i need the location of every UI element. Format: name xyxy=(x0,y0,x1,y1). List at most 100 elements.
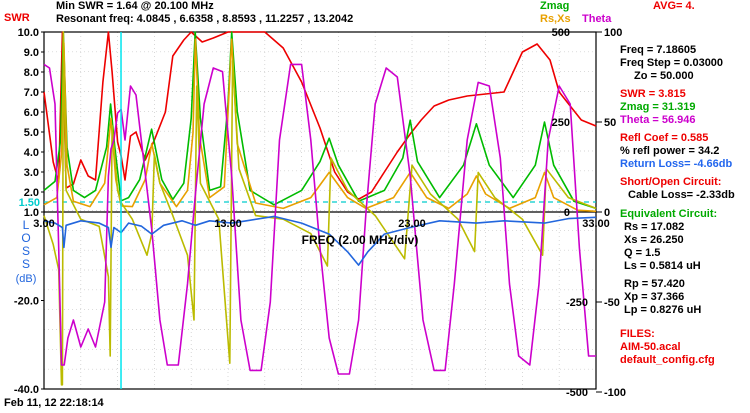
zmag-tick-label: 500 xyxy=(552,27,570,39)
ls-value: 0.5814 uH xyxy=(649,260,701,272)
xs-key: Xs = xyxy=(624,234,647,246)
timestamp: Feb 11, 12 22:18:14 xyxy=(4,397,104,409)
x-axis-label: FREQ (2.00 MHz/div) xyxy=(302,233,419,247)
rs-key: Rs = xyxy=(624,221,648,233)
swr-tick-label: 4.0 xyxy=(24,147,39,159)
freq-row: Freq = 7.18605 xyxy=(620,44,696,56)
return-loss-value: -4.66db xyxy=(693,158,733,170)
freq-step-key: Freq Step = xyxy=(620,57,681,69)
series-line-return-loss xyxy=(43,215,597,266)
swr-key: SWR = xyxy=(620,88,656,100)
xs-value: 26.250 xyxy=(650,234,684,246)
short-open-heading: Short/Open Circuit: xyxy=(620,176,722,188)
swr-tick-label: 10.0 xyxy=(18,27,39,39)
freq-key: Freq = xyxy=(620,44,654,56)
zmag-tick-label: 250 xyxy=(552,117,570,129)
theta-row: Theta = 56.946 xyxy=(620,114,696,126)
swr-tick-label: 6.0 xyxy=(24,107,39,119)
rs-value: 17.082 xyxy=(650,221,685,233)
loss-axis-letter: S xyxy=(22,244,30,258)
x-tick-label: 3.00 xyxy=(33,218,54,230)
refl-power-key: % refl power = xyxy=(620,145,695,157)
equiv-circuit-heading: Equivalent Circuit: xyxy=(620,208,718,220)
return-loss-key: Return Loss= xyxy=(620,158,691,170)
ls-key: Ls = xyxy=(624,260,647,272)
series-line-xs xyxy=(43,31,597,386)
xs-row: Xs = 26.250 xyxy=(624,234,684,246)
theta-tick-label: -100 xyxy=(604,387,626,399)
freq-step-value: 0.03000 xyxy=(683,57,724,69)
swr-tick-label: 3.0 xyxy=(24,167,39,179)
file-config[interactable]: default_config.cfg xyxy=(620,354,715,366)
x-tick-label: 13.00 xyxy=(214,218,242,230)
swr-tick-label: 2.0 xyxy=(24,187,39,199)
theta-tick-label: 100 xyxy=(604,27,622,39)
rsxs-legend-label: Rs,Xs xyxy=(540,13,571,25)
file-cal[interactable]: AIM-50.acal xyxy=(620,341,681,353)
swr-tick-label: 1.0 xyxy=(24,207,39,219)
swr-row: SWR = 3.815 xyxy=(620,88,686,100)
q-row: Q = 1.5 xyxy=(624,247,660,259)
rp-row: Rp = 57.420 xyxy=(624,278,685,290)
avg-readout: AVG= 4. xyxy=(653,0,695,12)
lp-key: Lp = xyxy=(624,304,647,316)
zo-row: Zo = 50.000 xyxy=(634,70,694,82)
return-loss-row: Return Loss= -4.66db xyxy=(620,158,732,170)
rs-row: Rs = 17.082 xyxy=(624,221,684,233)
resonant-freq-readout: Resonant freq: 4.0845 , 6.6358 , 8.8593 … xyxy=(56,13,354,25)
loss-axis-letter: L xyxy=(23,218,30,232)
freq-step-row: Freq Step = 0.03000 xyxy=(620,57,723,69)
x-tick-label: 33.00 xyxy=(582,218,610,230)
header-bar: SWR Min SWR = 1.64 @ 20.100 MHz Resonant… xyxy=(0,0,750,30)
zo-value: 50.000 xyxy=(659,70,694,82)
rsxs-tick-label: -250 xyxy=(566,297,588,309)
cable-loss-row: Cable Loss= -2.33db xyxy=(628,189,735,201)
ls-row: Ls = 0.5814 uH xyxy=(624,260,701,272)
series-line-rs xyxy=(43,38,597,213)
series-line-theta xyxy=(43,63,596,375)
swr-tick-label: 9.0 xyxy=(24,47,39,59)
files-heading: FILES: xyxy=(620,328,655,340)
theta-tick-label: 0 xyxy=(604,207,610,219)
series-line-swr xyxy=(43,31,597,200)
swr-tick-label: 7.0 xyxy=(24,87,39,99)
zmag-key: Zmag = xyxy=(620,101,659,113)
theta-key: Theta = xyxy=(620,114,659,126)
theta-legend-label: Theta xyxy=(582,13,612,25)
theta-tick-label: 50 xyxy=(604,117,616,129)
zmag-value: 31.319 xyxy=(661,101,696,113)
rsxs-tick-label: -500 xyxy=(566,387,588,399)
refl-coef-key: Refl Coef = xyxy=(620,132,678,144)
zmag-row: Zmag = 31.319 xyxy=(620,101,696,113)
x-tick-label: 23.00 xyxy=(398,218,426,230)
lp-row: Lp = 0.8276 uH xyxy=(624,304,701,316)
lp-value: 0.8276 uH xyxy=(649,304,702,316)
xp-key: Xp = xyxy=(624,291,648,303)
swr-legend-label: SWR xyxy=(4,12,30,24)
theta-value: 56.946 xyxy=(661,114,696,126)
refl-power-row: % refl power = 34.2 xyxy=(620,145,719,157)
rp-key: Rp = xyxy=(624,278,649,290)
zo-key: Zo = xyxy=(634,70,657,82)
freq-value: 7.18605 xyxy=(656,44,697,56)
swr-tick-label: 5.0 xyxy=(24,127,39,139)
loss-tick-label: -40.0 xyxy=(14,384,39,396)
xp-row: Xp = 37.366 xyxy=(624,291,684,303)
loss-axis-letter: S xyxy=(22,257,30,271)
cable-loss-value: -2.33db xyxy=(696,189,735,201)
theta-tick-label: -50 xyxy=(604,297,620,309)
rp-value: 57.420 xyxy=(651,278,685,290)
zmag-tick-label: 0 xyxy=(564,207,570,219)
swr-tick-label: 8.0 xyxy=(24,67,39,79)
min-swr-readout: Min SWR = 1.64 @ 20.100 MHz xyxy=(56,0,214,12)
refl-coef-value: 0.585 xyxy=(680,132,709,144)
xp-value: 37.366 xyxy=(650,291,685,303)
swr-reference-label: 1.50 xyxy=(19,197,40,209)
loss-axis-unit: (dB) xyxy=(16,273,37,285)
q-key: Q = xyxy=(624,247,643,259)
zmag-legend-label: Zmag xyxy=(540,0,570,12)
loss-tick-label: -20.0 xyxy=(14,296,39,308)
swr-value: 3.815 xyxy=(658,88,686,100)
q-value: 1.5 xyxy=(645,247,661,259)
